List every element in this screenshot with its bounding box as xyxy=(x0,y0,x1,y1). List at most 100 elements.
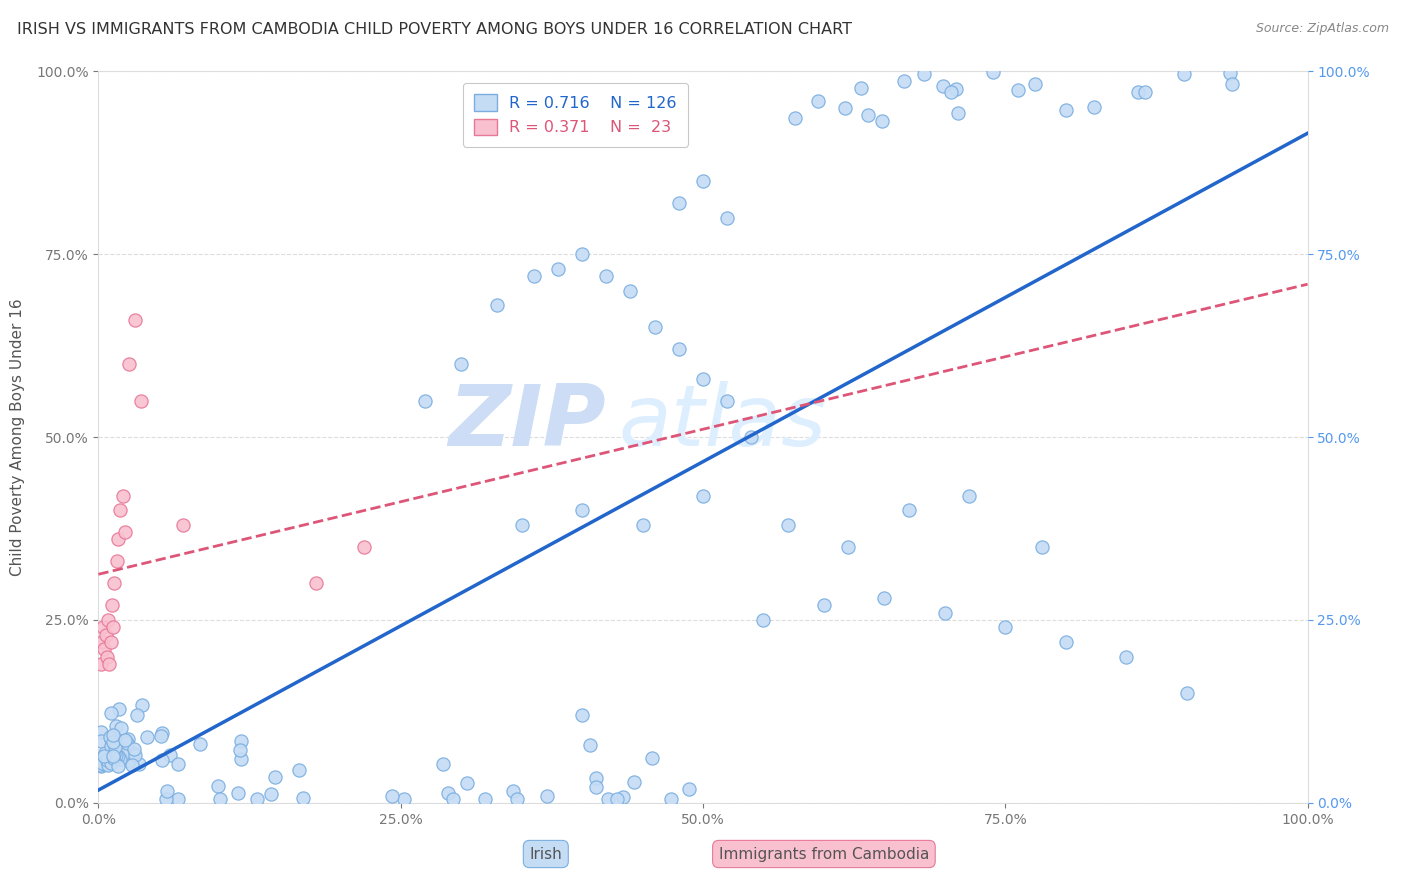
Point xyxy=(932,79,955,94)
Point xyxy=(228,786,250,800)
Point xyxy=(1054,635,1077,649)
Point xyxy=(114,733,136,747)
Point xyxy=(441,792,464,806)
Point xyxy=(692,371,714,385)
Point xyxy=(1173,67,1195,81)
Point xyxy=(100,706,122,721)
Text: atlas: atlas xyxy=(619,381,827,464)
Point xyxy=(91,756,114,770)
Point xyxy=(413,393,436,408)
Point xyxy=(945,82,967,96)
Point xyxy=(159,747,181,762)
Point xyxy=(117,731,139,746)
Point xyxy=(432,756,454,771)
Point xyxy=(105,738,128,752)
Point xyxy=(486,298,509,312)
Point xyxy=(934,606,956,620)
Point xyxy=(571,708,593,723)
Legend: R = 0.716    N = 126, R = 0.371    N =  23: R = 0.716 N = 126, R = 0.371 N = 23 xyxy=(463,83,688,146)
Point xyxy=(131,698,153,712)
Point xyxy=(101,735,124,749)
Point xyxy=(93,642,115,657)
Point xyxy=(121,758,143,772)
Point xyxy=(246,792,269,806)
Point xyxy=(101,620,124,634)
Point xyxy=(118,755,141,769)
Point xyxy=(108,752,131,766)
Point xyxy=(121,746,143,760)
Point xyxy=(939,85,962,99)
Point xyxy=(1024,78,1046,92)
Point xyxy=(110,721,132,735)
Point xyxy=(96,753,118,767)
Text: ZIP: ZIP xyxy=(449,381,606,464)
Point xyxy=(100,756,122,771)
Point xyxy=(752,613,775,627)
Point xyxy=(108,503,131,517)
Text: Irish: Irish xyxy=(530,847,562,862)
Point xyxy=(1135,85,1157,99)
Point xyxy=(873,591,896,605)
Point xyxy=(90,734,112,748)
Point xyxy=(94,627,117,641)
Point xyxy=(994,620,1017,634)
Point xyxy=(104,719,127,733)
Point xyxy=(96,747,118,762)
Point xyxy=(946,106,969,120)
Point xyxy=(716,393,738,408)
Point xyxy=(209,792,232,806)
Point xyxy=(111,489,134,503)
Point xyxy=(981,65,1004,79)
Point xyxy=(90,758,112,772)
Point xyxy=(105,554,128,568)
Text: Source: ZipAtlas.com: Source: ZipAtlas.com xyxy=(1256,22,1389,36)
Point xyxy=(103,728,125,742)
Point xyxy=(623,775,645,789)
Point xyxy=(1115,649,1137,664)
Point xyxy=(98,657,121,671)
Point xyxy=(100,635,122,649)
Point xyxy=(103,752,125,766)
Point xyxy=(692,174,714,188)
Point xyxy=(127,708,149,723)
Point xyxy=(93,746,115,760)
Point xyxy=(547,261,569,276)
Point xyxy=(536,789,558,803)
Point xyxy=(353,540,375,554)
Point xyxy=(108,702,131,716)
Point xyxy=(94,751,117,765)
Point xyxy=(207,780,229,794)
Point xyxy=(716,211,738,225)
Point xyxy=(571,247,593,261)
Point xyxy=(103,576,125,591)
Text: IRISH VS IMMIGRANTS FROM CAMBODIA CHILD POVERTY AMONG BOYS UNDER 16 CORRELATION : IRISH VS IMMIGRANTS FROM CAMBODIA CHILD … xyxy=(17,22,852,37)
Point xyxy=(90,724,112,739)
Point xyxy=(128,757,150,772)
Point xyxy=(1083,100,1105,114)
Point xyxy=(91,620,114,634)
Point xyxy=(1219,66,1241,80)
Point xyxy=(644,320,666,334)
Point xyxy=(523,269,546,284)
Point xyxy=(668,196,690,211)
Point xyxy=(260,787,283,801)
Point xyxy=(1220,77,1243,91)
Point xyxy=(135,730,157,744)
Point xyxy=(115,736,138,750)
Point xyxy=(155,792,177,806)
Point xyxy=(167,756,190,771)
Point xyxy=(103,737,125,751)
Point xyxy=(150,753,173,767)
Point xyxy=(1007,83,1029,97)
Y-axis label: Child Poverty Among Boys Under 16: Child Poverty Among Boys Under 16 xyxy=(10,298,25,576)
Point xyxy=(97,613,120,627)
Point xyxy=(870,113,893,128)
Point xyxy=(93,749,115,764)
Point xyxy=(450,357,472,371)
Point xyxy=(98,730,121,744)
Point xyxy=(96,752,118,766)
Point xyxy=(631,517,654,532)
Point xyxy=(101,749,124,764)
Point xyxy=(783,111,806,125)
Point xyxy=(104,739,127,754)
